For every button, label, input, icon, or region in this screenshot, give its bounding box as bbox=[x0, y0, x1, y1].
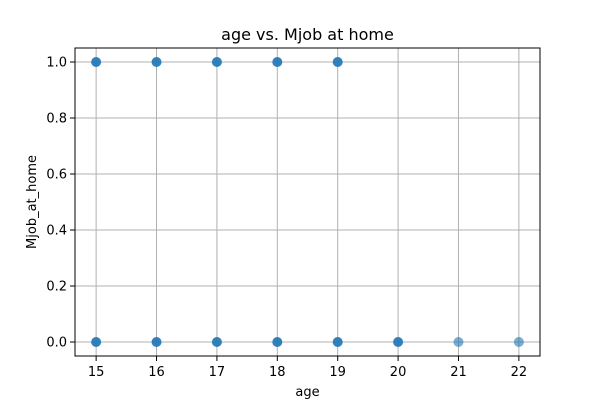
data-point bbox=[91, 337, 102, 347]
y-tick-label: 0.2 bbox=[46, 280, 67, 295]
grid bbox=[75, 48, 540, 356]
x-tick-label: 17 bbox=[209, 365, 226, 380]
data-point bbox=[211, 57, 222, 67]
x-tick-label: 21 bbox=[450, 365, 467, 380]
x-tick-label: 20 bbox=[390, 365, 407, 380]
y-axis: 0.0 0.2 0.4 0.6 0.8 1.0 bbox=[46, 56, 75, 351]
data-point bbox=[151, 337, 162, 347]
data-point bbox=[513, 337, 524, 347]
x-tick-label: 19 bbox=[329, 365, 346, 380]
y-tick-label: 0.4 bbox=[46, 224, 67, 239]
data-point bbox=[332, 57, 343, 67]
x-tick-label: 16 bbox=[148, 365, 165, 380]
data-point bbox=[272, 57, 283, 67]
x-axis: 15 16 17 18 19 20 21 22 bbox=[88, 356, 527, 380]
x-axis-title: age bbox=[295, 385, 319, 400]
data-point bbox=[211, 337, 222, 347]
data-point bbox=[453, 337, 464, 347]
data-point bbox=[91, 57, 102, 67]
x-tick-label: 15 bbox=[88, 365, 105, 380]
y-tick-label: 0.6 bbox=[46, 168, 67, 183]
data-point bbox=[332, 337, 343, 347]
data-point bbox=[272, 337, 283, 347]
x-tick-label: 22 bbox=[511, 365, 528, 380]
x-tick-label: 18 bbox=[269, 365, 286, 380]
data-point bbox=[393, 337, 404, 347]
plot-frame bbox=[74, 47, 541, 357]
data-points bbox=[91, 57, 524, 347]
y-tick-label: 1.0 bbox=[46, 56, 67, 71]
chart-title: age vs. Mjob at home bbox=[221, 25, 394, 44]
data-point bbox=[151, 57, 162, 67]
y-tick-label: 0.0 bbox=[46, 336, 67, 351]
y-tick-label: 0.8 bbox=[46, 112, 67, 127]
y-axis-title: Mjob_at_home bbox=[25, 155, 40, 249]
